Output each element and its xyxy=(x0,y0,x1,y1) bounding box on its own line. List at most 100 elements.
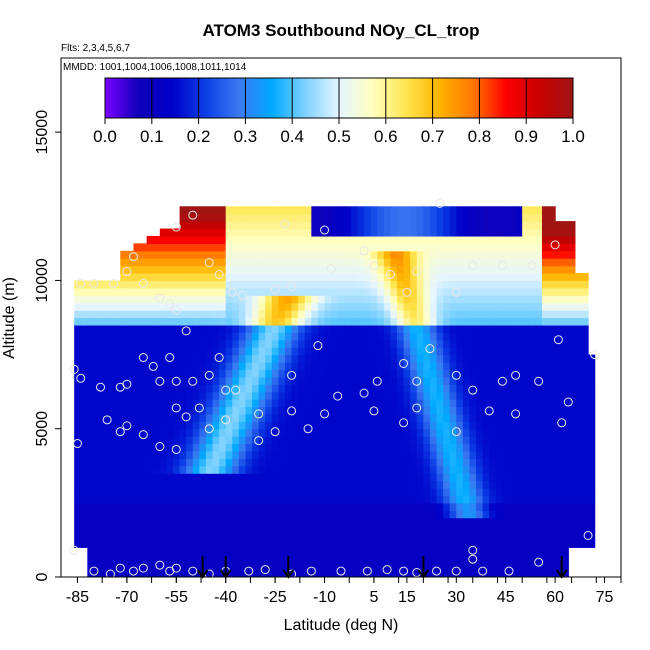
heatmap-cell xyxy=(515,258,523,267)
heatmap-cell xyxy=(107,332,115,341)
heatmap-cell xyxy=(199,436,207,445)
heatmap-cell xyxy=(482,213,490,222)
heatmap-cell xyxy=(219,265,227,274)
heatmap-cell xyxy=(133,421,141,430)
heatmap-cell xyxy=(344,443,352,452)
heatmap-cell xyxy=(173,473,181,482)
heatmap-cell xyxy=(509,361,517,370)
heatmap-cell xyxy=(456,458,464,467)
heatmap-cell xyxy=(377,339,385,348)
heatmap-cell xyxy=(528,361,536,370)
heatmap-cell xyxy=(107,406,115,415)
heatmap-cell xyxy=(449,206,457,215)
heatmap-cell xyxy=(344,502,352,511)
heatmap-cell xyxy=(245,384,253,393)
heatmap-cell xyxy=(410,465,418,474)
heatmap-cell xyxy=(153,510,161,519)
heatmap-cell xyxy=(383,317,392,326)
heatmap-cell xyxy=(74,287,82,296)
heatmap-cell xyxy=(232,376,240,385)
heatmap-cell xyxy=(462,480,471,489)
heatmap-cell xyxy=(74,473,82,482)
heatmap-cell xyxy=(555,532,563,541)
heatmap-cell xyxy=(100,562,108,571)
heatmap-cell xyxy=(107,324,115,333)
heatmap-cell xyxy=(535,406,543,415)
heatmap-cell xyxy=(173,525,181,534)
heatmap-cell xyxy=(482,465,490,474)
heatmap-cell xyxy=(462,376,471,385)
heatmap-cell xyxy=(146,450,154,459)
heatmap-cell xyxy=(397,510,405,519)
heatmap-cell xyxy=(449,332,457,341)
heatmap-cell xyxy=(159,332,168,341)
heatmap-cell xyxy=(199,265,207,274)
heatmap-cell xyxy=(304,347,312,356)
heatmap-cell xyxy=(482,376,490,385)
heatmap-cell xyxy=(489,569,497,577)
heatmap-cell xyxy=(574,310,583,319)
heatmap-cell xyxy=(93,413,102,422)
heatmap-cell xyxy=(574,473,583,482)
heatmap-cell xyxy=(370,221,378,230)
heatmap-cell xyxy=(205,265,214,274)
heatmap-cell xyxy=(298,413,306,422)
heatmap-cell xyxy=(238,443,247,452)
heatmap-cell xyxy=(357,510,365,519)
heatmap-cell xyxy=(397,443,405,452)
heatmap-cell xyxy=(238,562,247,571)
heatmap-cell xyxy=(74,361,82,370)
heatmap-cell xyxy=(146,250,154,259)
heatmap-cell xyxy=(443,525,451,534)
heatmap-cell xyxy=(495,517,504,526)
heatmap-cell xyxy=(285,517,293,526)
heatmap-cell xyxy=(548,502,556,511)
heatmap-cell xyxy=(456,221,464,230)
heatmap-cell xyxy=(238,539,247,548)
heatmap-cell xyxy=(304,258,312,267)
heatmap-cell xyxy=(232,221,240,230)
observation-point xyxy=(188,566,198,576)
heatmap-cell xyxy=(252,436,260,445)
heatmap-cell xyxy=(469,465,477,474)
heatmap-cell xyxy=(298,495,306,504)
heatmap-cell xyxy=(159,354,168,363)
heatmap-cell xyxy=(429,391,438,400)
heatmap-cell xyxy=(423,221,431,230)
heatmap-cell xyxy=(278,443,286,452)
heatmap-cell xyxy=(390,213,398,222)
heatmap-cell xyxy=(390,473,398,482)
heatmap-cell xyxy=(370,517,378,526)
heatmap-cell xyxy=(317,421,326,430)
heatmap-cell xyxy=(535,458,543,467)
heatmap-cell xyxy=(489,369,497,378)
heatmap-cell xyxy=(522,258,530,267)
observation-point xyxy=(221,415,231,425)
heatmap-cell xyxy=(522,324,530,333)
heatmap-cell xyxy=(311,324,319,333)
heatmap-cell xyxy=(364,413,372,422)
heatmap-cell xyxy=(548,354,556,363)
heatmap-cell xyxy=(199,421,207,430)
heatmap-cell xyxy=(285,213,293,222)
observation-point xyxy=(359,388,369,398)
heatmap-cell xyxy=(403,458,411,467)
heatmap-cell xyxy=(153,569,161,577)
heatmap-cell xyxy=(146,465,154,474)
heatmap-cell xyxy=(192,562,200,571)
heatmap-cell xyxy=(476,502,484,511)
heatmap-cell xyxy=(568,235,576,244)
heatmap-cell xyxy=(291,399,299,408)
heatmap-cell xyxy=(548,273,556,282)
heatmap-cell xyxy=(410,369,418,378)
heatmap-cell xyxy=(271,295,280,304)
heatmap-cell xyxy=(252,539,260,548)
heatmap-cell xyxy=(397,399,405,408)
heatmap-cell xyxy=(476,428,484,437)
heatmap-cell xyxy=(133,495,141,504)
heatmap-cell xyxy=(100,332,108,341)
observation-point xyxy=(534,376,544,386)
heatmap-cell xyxy=(173,265,181,274)
heatmap-cell xyxy=(509,295,517,304)
flights-note: Flts: 2,3,4,5,6,7 xyxy=(61,43,130,54)
